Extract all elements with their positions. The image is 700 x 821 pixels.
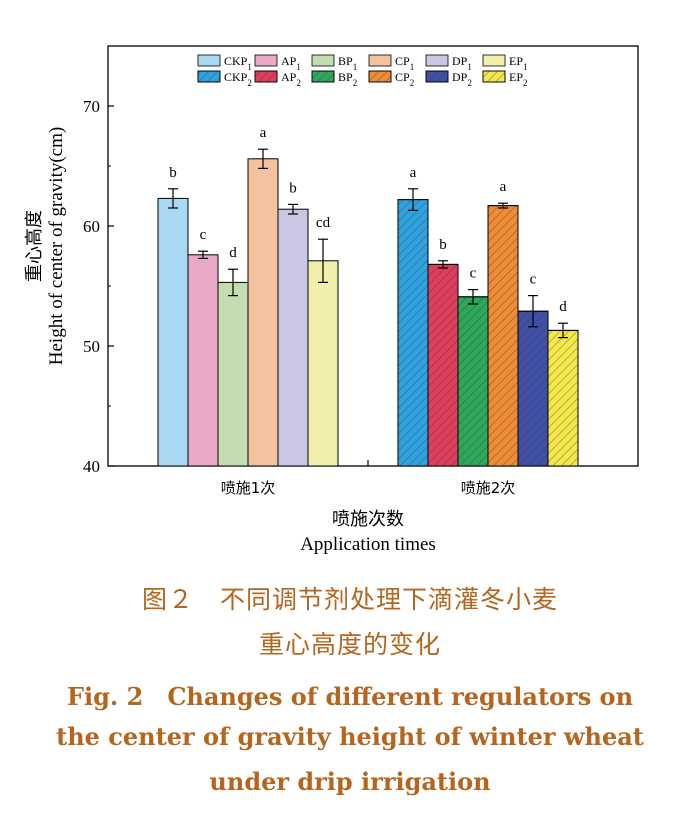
legend-swatch-hatch: [368, 70, 392, 83]
legend-label: BP1: [338, 54, 357, 72]
legend-swatch: [197, 54, 221, 67]
significance-letter: b: [289, 180, 297, 196]
significance-letter: b: [439, 237, 447, 253]
legend-label: AP1: [281, 54, 301, 72]
significance-letter: cd: [316, 215, 331, 231]
legend-label: CP2: [395, 70, 414, 88]
legend-swatch: [425, 54, 449, 67]
significance-letter: a: [410, 165, 417, 181]
legend-label: DP1: [452, 54, 472, 72]
caption-en-line1: Fig. 2 Changes of different regulators o…: [66, 682, 634, 711]
legend: CKP1 AP1 BP1 CP1 DP1 EP1 CKP2 AP2 BP2 CP2 DP2 EP2: [197, 54, 528, 88]
caption-en-line3: under drip irrigation: [209, 767, 491, 796]
y-axis-label-zh: 重心高度: [24, 210, 45, 282]
legend-swatch: [254, 54, 278, 67]
bar-hatch: [487, 205, 519, 467]
y-tick-label: 50: [83, 337, 100, 356]
bar: [157, 197, 189, 467]
significance-letter: c: [470, 266, 477, 282]
legend-swatch: [482, 54, 506, 67]
caption-zh-line1: 图２ 不同调节剂处理下滴灌冬小麦: [141, 585, 558, 614]
legend-swatch-hatch: [425, 70, 449, 83]
x-axis-label-en: Application times: [300, 534, 436, 555]
bar: [307, 260, 339, 467]
significance-letter: d: [229, 245, 237, 261]
y-tick-label: 40: [83, 457, 100, 476]
legend-label: EP1: [509, 54, 528, 72]
significance-letter: c: [530, 272, 537, 288]
y-axis-label-en: Height of center of gravity(cm): [46, 127, 67, 365]
category-label: 喷施2次: [461, 479, 516, 497]
bar: [277, 208, 309, 467]
caption-en-line2: the center of gravity height of winter w…: [56, 722, 644, 751]
significance-letter: a: [260, 125, 267, 141]
legend-label: DP2: [452, 70, 472, 88]
x-axis-label-zh: 喷施次数: [332, 509, 404, 530]
legend-label: AP2: [281, 70, 301, 88]
bar-hatch: [397, 199, 429, 467]
legend-swatch-hatch: [197, 70, 221, 83]
bar: [217, 281, 249, 467]
legend-swatch: [311, 54, 335, 67]
legend-label: CP1: [395, 54, 414, 72]
plot-frame: [107, 45, 639, 467]
bar-hatch: [427, 263, 459, 467]
y-axis: 40 50 60 70: [83, 45, 114, 476]
legend-label: EP2: [509, 70, 528, 88]
x-axis: 喷施1次 喷施2次: [221, 460, 516, 497]
significance-letter: d: [559, 299, 567, 315]
legend-label: CKP2: [224, 70, 252, 88]
category-label: 喷施1次: [221, 479, 276, 497]
legend-label: CKP1: [224, 54, 252, 72]
bar-hatch: [457, 296, 489, 467]
legend-swatch-hatch: [254, 70, 278, 83]
legend-swatch-hatch: [311, 70, 335, 83]
legend-swatch-hatch: [482, 70, 506, 83]
bar: [187, 254, 219, 467]
y-tick-label: 70: [83, 97, 100, 116]
bar-chart: CKP1 AP1 BP1 CP1 DP1 EP1 CKP2 AP2 BP2 CP2 DP2 EP2 4…: [24, 45, 639, 555]
bar: [247, 158, 279, 467]
significance-letter: c: [200, 227, 207, 243]
bar-hatch: [547, 329, 579, 467]
bar-hatch: [517, 310, 549, 467]
y-tick-label: 60: [83, 217, 100, 236]
significance-letter: b: [169, 165, 177, 181]
legend-label: BP2: [338, 70, 357, 88]
significance-letter: a: [500, 179, 507, 195]
caption-zh-line2: 重心高度的变化: [258, 630, 441, 659]
legend-swatch: [368, 54, 392, 67]
